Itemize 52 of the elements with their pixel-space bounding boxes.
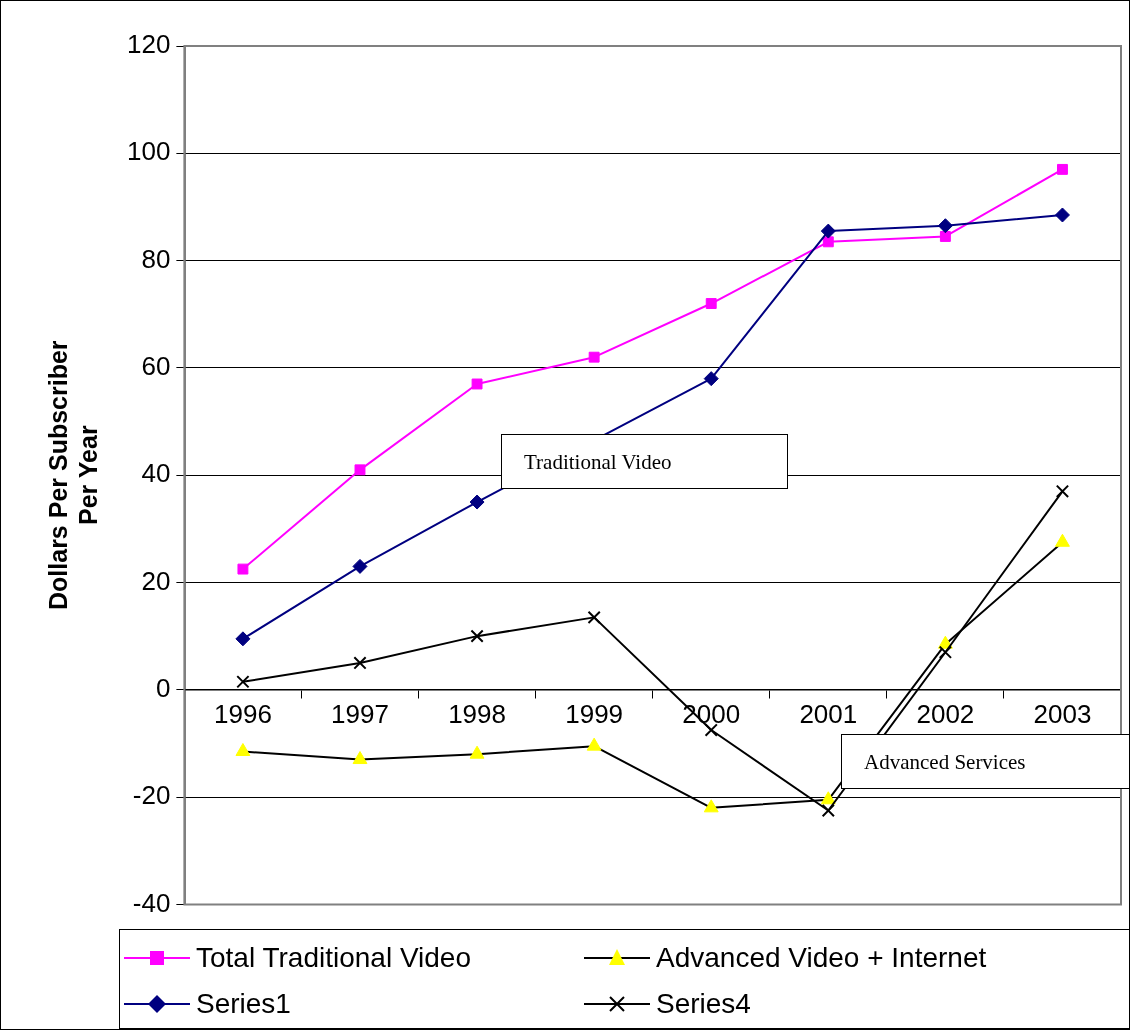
point <box>822 236 834 248</box>
point <box>586 737 602 751</box>
point <box>235 631 251 647</box>
legend-label: Series1 <box>196 988 291 1020</box>
callout-box: Advanced Services <box>841 734 1129 789</box>
y-tick-label: 100 <box>126 136 171 167</box>
x-tick-label: 1997 <box>331 698 389 729</box>
point <box>1057 163 1068 175</box>
point <box>353 656 367 670</box>
point <box>235 743 251 756</box>
y-tick-label: 80 <box>141 243 171 274</box>
point <box>354 464 366 476</box>
legend-label: Total Traditional Video <box>196 942 471 974</box>
y-tick-label: 60 <box>141 351 171 382</box>
point <box>471 378 483 390</box>
y-tick-label: 0 <box>155 672 171 703</box>
point <box>938 645 953 659</box>
point <box>821 803 835 818</box>
point <box>937 218 953 234</box>
point <box>352 558 368 574</box>
point <box>587 610 601 625</box>
point <box>703 371 719 387</box>
point <box>820 223 836 239</box>
point <box>1055 484 1070 498</box>
point <box>705 298 717 309</box>
x-tick-label: 1998 <box>448 698 506 729</box>
y-tick-label: 40 <box>141 458 171 489</box>
point <box>236 675 250 689</box>
x-tick-label: 1996 <box>214 698 272 729</box>
y-axis-title: Dollars Per Subscriber Per Year <box>43 340 102 610</box>
x-tick-label: 2002 <box>916 698 975 729</box>
legend-label: Series4 <box>656 988 751 1020</box>
point <box>237 563 249 575</box>
x-tick-label: 1999 <box>565 698 624 729</box>
callout-box: Traditional Video <box>501 434 788 489</box>
y-tick-label: -20 <box>132 780 171 811</box>
point <box>1055 533 1070 547</box>
point <box>470 629 484 643</box>
y-tick-label: 20 <box>141 565 171 596</box>
point <box>469 745 485 759</box>
point <box>939 231 951 242</box>
point <box>469 494 485 510</box>
x-tick-label: 2003 <box>1033 698 1092 729</box>
point <box>1054 207 1070 223</box>
point <box>352 751 368 765</box>
x-tick-label: 2001 <box>799 698 858 729</box>
y-tick-label: 120 <box>126 29 171 60</box>
legend-label: Advanced Video + Internet <box>656 942 987 974</box>
point <box>820 791 836 805</box>
point <box>588 351 600 363</box>
point <box>703 799 719 813</box>
y-tick-label: -40 <box>132 887 171 918</box>
